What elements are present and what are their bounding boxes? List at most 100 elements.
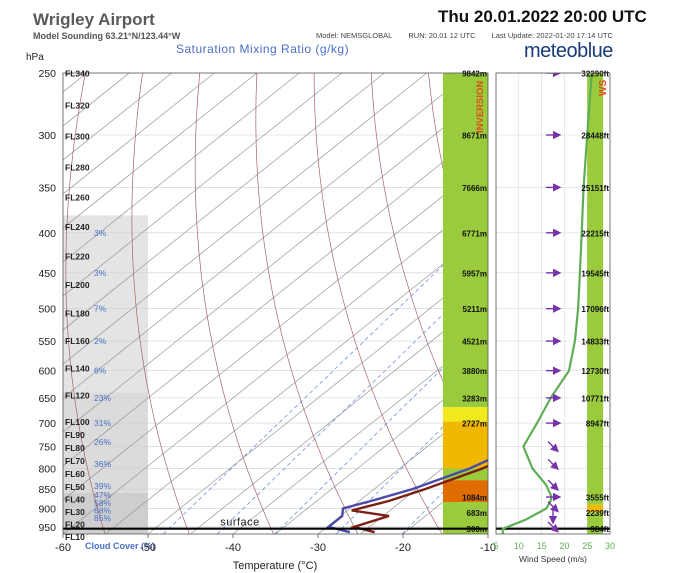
temperature-line <box>349 464 488 534</box>
last-update: Last Update: 2022-01-20 17:14 UTC <box>491 31 613 40</box>
dry-adiabat-line <box>657 73 690 534</box>
wind-speed-tick-label: 10 <box>514 541 524 551</box>
flight-level-label: FL120 <box>65 390 90 400</box>
height-feet-label: 19545ft <box>581 269 609 278</box>
height-feet-label: 10771ft <box>581 394 609 403</box>
pressure-tick-label: 950 <box>38 522 56 534</box>
wind-shear-band <box>587 504 604 513</box>
pressure-tick-label: 450 <box>38 268 56 280</box>
skewt-plot-area <box>0 73 690 534</box>
height-meters-label: 4521m <box>462 338 487 347</box>
cloud-cover-axis-label: Cloud Cover (%) <box>85 541 155 551</box>
height-feet-label: 17096ft <box>581 305 609 314</box>
height-meters-label: 5957m <box>462 269 487 278</box>
flight-level-label: FL90 <box>65 430 85 440</box>
flight-level-label: FL10 <box>65 532 85 542</box>
flight-level-label: FL320 <box>65 100 90 110</box>
temperature-tick-label: -30 <box>310 542 326 554</box>
mixing-ratio-line <box>542 73 690 534</box>
mixing-ratio-line <box>335 381 488 534</box>
wind-frame <box>495 72 611 535</box>
wind-direction-arrow <box>547 501 559 513</box>
run-time: RUN: 20.01 12 UTC <box>408 31 476 40</box>
flight-level-label: FL300 <box>65 132 90 142</box>
pressure-tick-label: 800 <box>38 463 56 475</box>
height-meters-label: 3283m <box>462 394 487 403</box>
run-info: Model: NEMSGLOBAL RUN: 20.01 12 UTC Last… <box>316 31 627 40</box>
height-feet-label: 14833ft <box>581 338 609 347</box>
dry-adiabat-line <box>543 73 690 534</box>
temperature-tick-label: -50 <box>140 542 156 554</box>
height-feet-label: 3555ft <box>586 494 609 503</box>
cloud-cover-value: 68% <box>94 505 111 515</box>
height-feet-label: 25151ft <box>581 184 609 193</box>
pressure-tick-label: 600 <box>38 366 56 378</box>
height-meters-label: 683m <box>467 509 487 518</box>
meteoblue-logo: meteoblue <box>524 40 613 62</box>
wind-direction-arrow <box>547 441 559 453</box>
flight-level-label: FL80 <box>65 443 85 453</box>
dry-adiabat-line <box>65 73 106 534</box>
stability-band <box>443 421 488 469</box>
pressure-tick-label: 350 <box>38 182 56 194</box>
model-sounding-coords: Model Sounding 63.21°N/123.44°W <box>33 31 181 41</box>
dry-adiabat-line <box>131 73 190 534</box>
temperature-tick-label: -60 <box>55 542 71 554</box>
temperature-axis-label: Temperature (°C) <box>233 560 317 572</box>
isotherm-line <box>360 431 488 534</box>
valid-datetime: Thu 20.01.2022 20:00 UTC <box>438 7 647 26</box>
cloud-cover-value: 39% <box>94 481 111 491</box>
pressure-tick-label: 500 <box>38 304 56 316</box>
flight-level-label: FL30 <box>65 507 85 517</box>
height-feet-label: 12730ft <box>581 367 609 376</box>
flight-level-label: FL20 <box>65 520 85 530</box>
cloud-cover-value: 23% <box>94 393 111 403</box>
dry-adiabat-line <box>255 73 359 534</box>
wind-plot-area <box>496 73 610 534</box>
isotherm-line <box>232 329 488 534</box>
dry-adiabat-line <box>0 73 28 534</box>
pressure-tick-label: 550 <box>38 336 56 348</box>
location-title: Wrigley Airport <box>33 10 155 29</box>
mixing-ratio-title: Saturation Mixing Ratio (g/kg) <box>176 42 350 56</box>
isotherm-line <box>147 261 488 534</box>
isotherm-line <box>63 73 257 229</box>
flight-level-label: FL240 <box>65 222 90 232</box>
wind-direction-arrow <box>547 458 559 471</box>
pressure-tick-label: 750 <box>38 442 56 454</box>
flight-level-label: FL220 <box>65 251 90 261</box>
pressure-tick-label: 900 <box>38 504 56 516</box>
wind-direction-arrow <box>547 521 559 533</box>
wind-speed-axis-label: Wind Speed (m/s) <box>519 554 587 564</box>
inversion-label: INVERSION <box>475 81 486 133</box>
flight-level-label: FL180 <box>65 308 90 318</box>
cloud-cover-value: 85% <box>94 513 111 523</box>
height-feet-label: 2239ft <box>586 509 609 518</box>
wind-speed-line <box>501 73 593 534</box>
temperature-tick-label: -20 <box>395 542 411 554</box>
pressure-tick-label: 700 <box>38 418 56 430</box>
height-feet-label: 32290ft <box>581 70 609 79</box>
isotherm-line <box>63 193 488 534</box>
pressure-tick-label: 300 <box>38 130 56 142</box>
flight-level-label: FL340 <box>65 69 90 79</box>
isotherm-line <box>63 73 215 195</box>
wind-direction-arrow <box>547 479 559 491</box>
model-name: Model: NEMSGLOBAL <box>316 31 393 40</box>
wind-speed-tick-label: 30 <box>605 541 615 551</box>
dry-adiabat-line <box>370 73 488 473</box>
wind-shear-label: WS <box>598 80 609 96</box>
dry-adiabat-line <box>600 73 690 534</box>
temperature-tick-label: -40 <box>225 542 241 554</box>
flight-level-label: FL60 <box>65 469 85 479</box>
mixing-ratio-line <box>623 73 690 534</box>
cloud-cover-value: 47% <box>94 490 111 500</box>
flight-level-label: FL160 <box>65 336 90 346</box>
wind-speed-tick-label: 5 <box>493 541 498 551</box>
height-meters-label: 1084m <box>462 494 487 503</box>
isotherm-line <box>63 73 342 297</box>
height-meters-label: 8671m <box>462 131 487 140</box>
isotherm-line <box>63 73 385 331</box>
height-meters-label: 9842m <box>462 70 487 79</box>
